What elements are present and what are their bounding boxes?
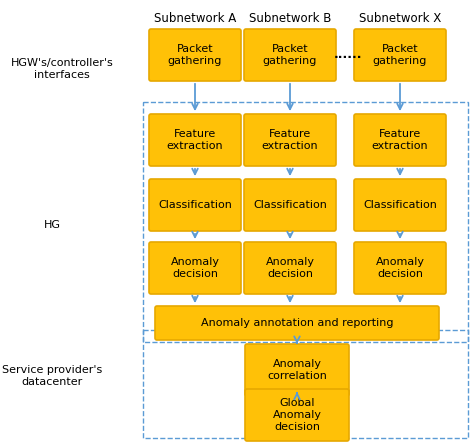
- Text: Classification: Classification: [363, 200, 437, 210]
- Text: Anomaly annotation and reporting: Anomaly annotation and reporting: [201, 318, 393, 328]
- FancyBboxPatch shape: [244, 29, 336, 81]
- FancyBboxPatch shape: [244, 242, 336, 294]
- FancyBboxPatch shape: [149, 179, 241, 231]
- Text: Packet
gathering: Packet gathering: [168, 44, 222, 66]
- Text: Anomaly
decision: Anomaly decision: [171, 257, 219, 279]
- FancyBboxPatch shape: [354, 29, 446, 81]
- Text: Subnetwork B: Subnetwork B: [249, 12, 331, 25]
- Text: Feature
extraction: Feature extraction: [262, 129, 319, 151]
- FancyBboxPatch shape: [149, 242, 241, 294]
- FancyBboxPatch shape: [354, 179, 446, 231]
- FancyBboxPatch shape: [244, 179, 336, 231]
- Text: Classification: Classification: [158, 200, 232, 210]
- FancyBboxPatch shape: [244, 114, 336, 166]
- FancyBboxPatch shape: [245, 389, 349, 441]
- Text: Anomaly
correlation: Anomaly correlation: [267, 359, 327, 381]
- Text: Subnetwork X: Subnetwork X: [359, 12, 441, 25]
- FancyBboxPatch shape: [155, 306, 439, 340]
- Text: Feature
extraction: Feature extraction: [372, 129, 428, 151]
- FancyBboxPatch shape: [354, 114, 446, 166]
- Text: Classification: Classification: [253, 200, 327, 210]
- FancyBboxPatch shape: [354, 242, 446, 294]
- FancyBboxPatch shape: [149, 114, 241, 166]
- Text: Subnetwork A: Subnetwork A: [154, 12, 236, 25]
- Text: HG: HG: [44, 220, 61, 230]
- Text: Global
Anomaly
decision: Global Anomaly decision: [273, 398, 321, 431]
- Text: Feature
extraction: Feature extraction: [167, 129, 223, 151]
- FancyBboxPatch shape: [245, 344, 349, 396]
- Text: Service provider's
datacenter: Service provider's datacenter: [2, 365, 102, 387]
- Text: Packet
gathering: Packet gathering: [373, 44, 427, 66]
- FancyBboxPatch shape: [149, 29, 241, 81]
- Text: Anomaly
decision: Anomaly decision: [265, 257, 315, 279]
- Text: Anomaly
decision: Anomaly decision: [375, 257, 425, 279]
- Text: ......: ......: [334, 49, 362, 61]
- Text: Packet
gathering: Packet gathering: [263, 44, 317, 66]
- Text: HGW's/controller's
interfaces: HGW's/controller's interfaces: [10, 58, 113, 80]
